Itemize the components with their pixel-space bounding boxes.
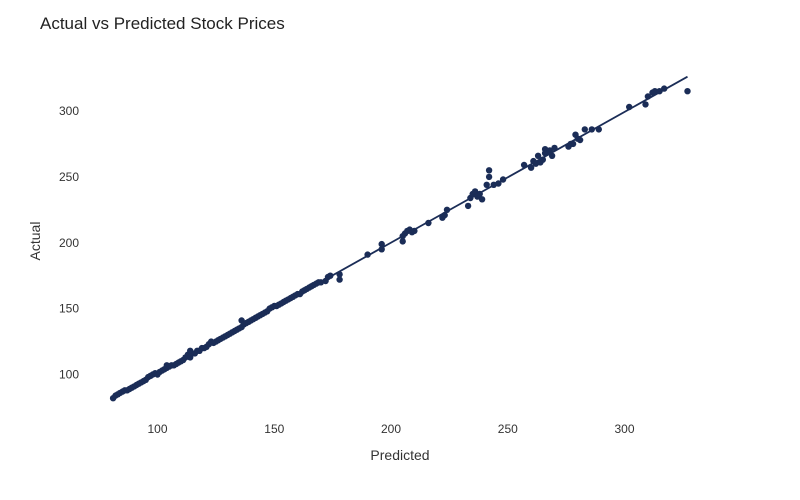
x-tick-label: 100 <box>147 422 167 436</box>
x-tick-label: 300 <box>614 422 634 436</box>
data-point <box>651 88 659 95</box>
x-axis-title: Predicted <box>370 447 429 463</box>
y-tick-label: 200 <box>59 236 79 250</box>
x-tick-label: 150 <box>264 422 284 436</box>
data-point <box>485 167 493 174</box>
y-axis-title: Actual <box>27 222 43 261</box>
y-tick-label: 150 <box>59 302 79 316</box>
data-point <box>378 240 385 248</box>
chart-title: Actual vs Predicted Stock Prices <box>40 14 285 33</box>
data-point <box>534 152 542 159</box>
x-tick-label: 250 <box>498 422 518 436</box>
x-tick-label: 200 <box>381 422 401 436</box>
data-point <box>483 181 490 188</box>
data-point <box>581 126 588 133</box>
data-point <box>464 202 472 210</box>
regression-line <box>112 75 688 399</box>
y-tick-label: 250 <box>59 170 79 184</box>
y-tick-label: 100 <box>59 368 79 382</box>
data-point <box>336 276 343 283</box>
y-axis-ticks: 100 150 200 250 300 <box>59 104 79 382</box>
data-point <box>642 101 649 108</box>
points-layer <box>109 85 691 402</box>
data-point <box>485 173 493 181</box>
fit-line-layer <box>112 75 688 399</box>
data-point <box>478 196 486 203</box>
data-point <box>399 238 406 245</box>
x-axis-ticks: 100 150 200 250 300 <box>147 422 634 436</box>
y-tick-label: 300 <box>59 104 79 118</box>
data-point <box>684 88 691 95</box>
